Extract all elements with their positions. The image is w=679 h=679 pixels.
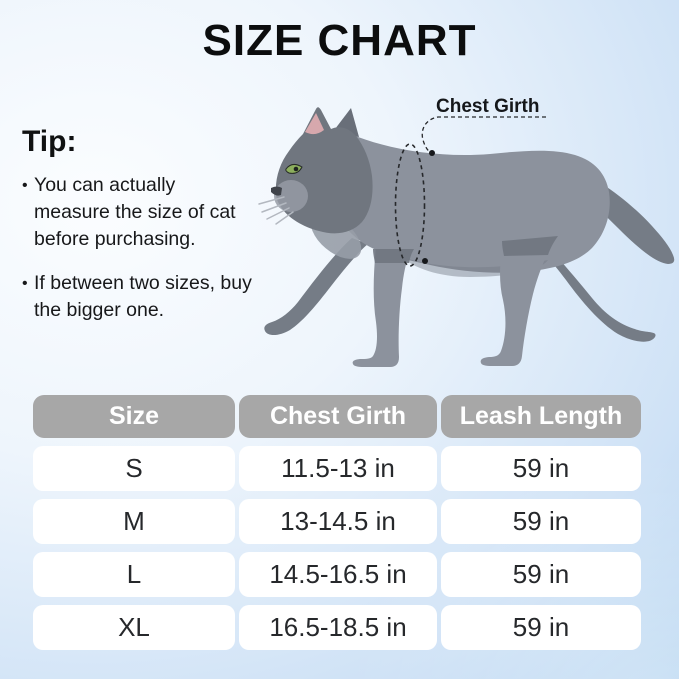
cell-girth-m: 13-14.5 in	[239, 499, 437, 544]
cell-leash-s: 59 in	[441, 446, 641, 491]
cell-girth-xl: 16.5-18.5 in	[239, 605, 437, 650]
cat-body	[330, 134, 610, 273]
cell-girth-l: 14.5-16.5 in	[239, 552, 437, 597]
tip-text: You can actually measure the size of cat…	[34, 174, 236, 250]
cat-whiskers	[258, 196, 294, 225]
size-table: Size Chest Girth Leash Length S 11.5-13 …	[33, 395, 641, 650]
cat-front-leg-shadow	[373, 249, 414, 263]
cat-muzzle	[274, 180, 308, 212]
cell-girth-s: 11.5-13 in	[239, 446, 437, 491]
cat-near-hind-leg	[480, 236, 557, 366]
cell-size-s: S	[33, 446, 235, 491]
girth-top-dot	[429, 150, 435, 156]
column-header-chest-girth: Chest Girth	[239, 395, 437, 438]
cat-ear-inner	[305, 113, 324, 135]
cell-leash-m: 59 in	[441, 499, 641, 544]
cell-size-l: L	[33, 552, 235, 597]
tip-bullet-item: • If between two sizes, buy the bigger o…	[22, 270, 258, 324]
page-title: SIZE CHART	[202, 16, 477, 65]
bullet-dot: •	[22, 177, 28, 194]
chest-girth-label: Chest Girth	[436, 96, 540, 117]
girth-leader-line	[421, 116, 546, 154]
cell-size-xl: XL	[33, 605, 235, 650]
cat-hind-leg-shadow	[502, 236, 558, 256]
tip-bullet-item: • You can actually measure the size of c…	[22, 172, 258, 253]
cell-size-m: M	[33, 499, 235, 544]
cat-far-front-leg	[264, 238, 368, 336]
girth-bottom-dot	[422, 258, 428, 264]
column-header-leash-length: Leash Length	[441, 395, 641, 438]
cell-leash-l: 59 in	[441, 552, 641, 597]
cat-nose	[271, 186, 282, 196]
girth-measure-ellipse	[394, 143, 426, 267]
cat-near-front-leg	[352, 246, 413, 367]
tip-heading: Tip:	[22, 125, 77, 158]
column-header-size: Size	[33, 395, 235, 438]
bullet-dot: •	[22, 275, 28, 292]
cat-pupil	[293, 166, 299, 172]
cell-leash-xl: 59 in	[441, 605, 641, 650]
tip-section: Tip: • You can actually measure the size…	[22, 127, 258, 341]
tip-text: If between two sizes, buy the bigger one…	[34, 272, 252, 321]
